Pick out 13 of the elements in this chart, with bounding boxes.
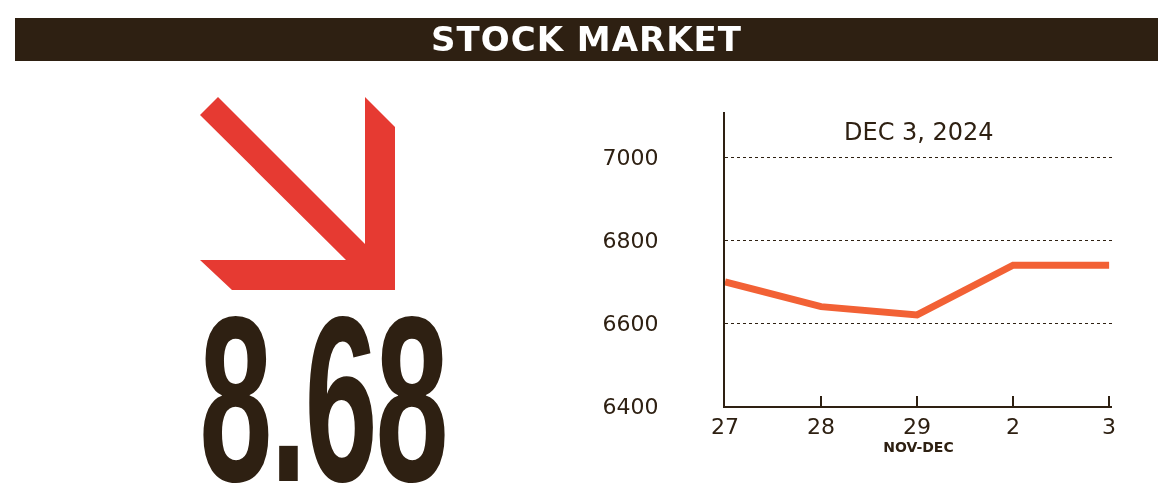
x-tick-label: 2 xyxy=(1006,414,1021,440)
y-tick-label: 7000 xyxy=(602,145,659,171)
y-tick-label: 6400 xyxy=(602,393,659,419)
x-tick-label: 3 xyxy=(1102,414,1117,440)
text: 8.68 xyxy=(199,268,447,494)
x-tick-label: 29 xyxy=(903,414,932,440)
x-tick-label: 28 xyxy=(807,414,836,440)
x-tick-label: 27 xyxy=(711,414,739,440)
x-axis-title: NOV-DEC xyxy=(883,439,954,456)
chart-subtitle: DEC 3, 2024 xyxy=(844,118,994,146)
chart-title: STOCK MARKET xyxy=(15,18,1158,61)
y-tick-label: 6600 xyxy=(602,310,659,336)
y-tick-label: 6800 xyxy=(602,228,659,254)
